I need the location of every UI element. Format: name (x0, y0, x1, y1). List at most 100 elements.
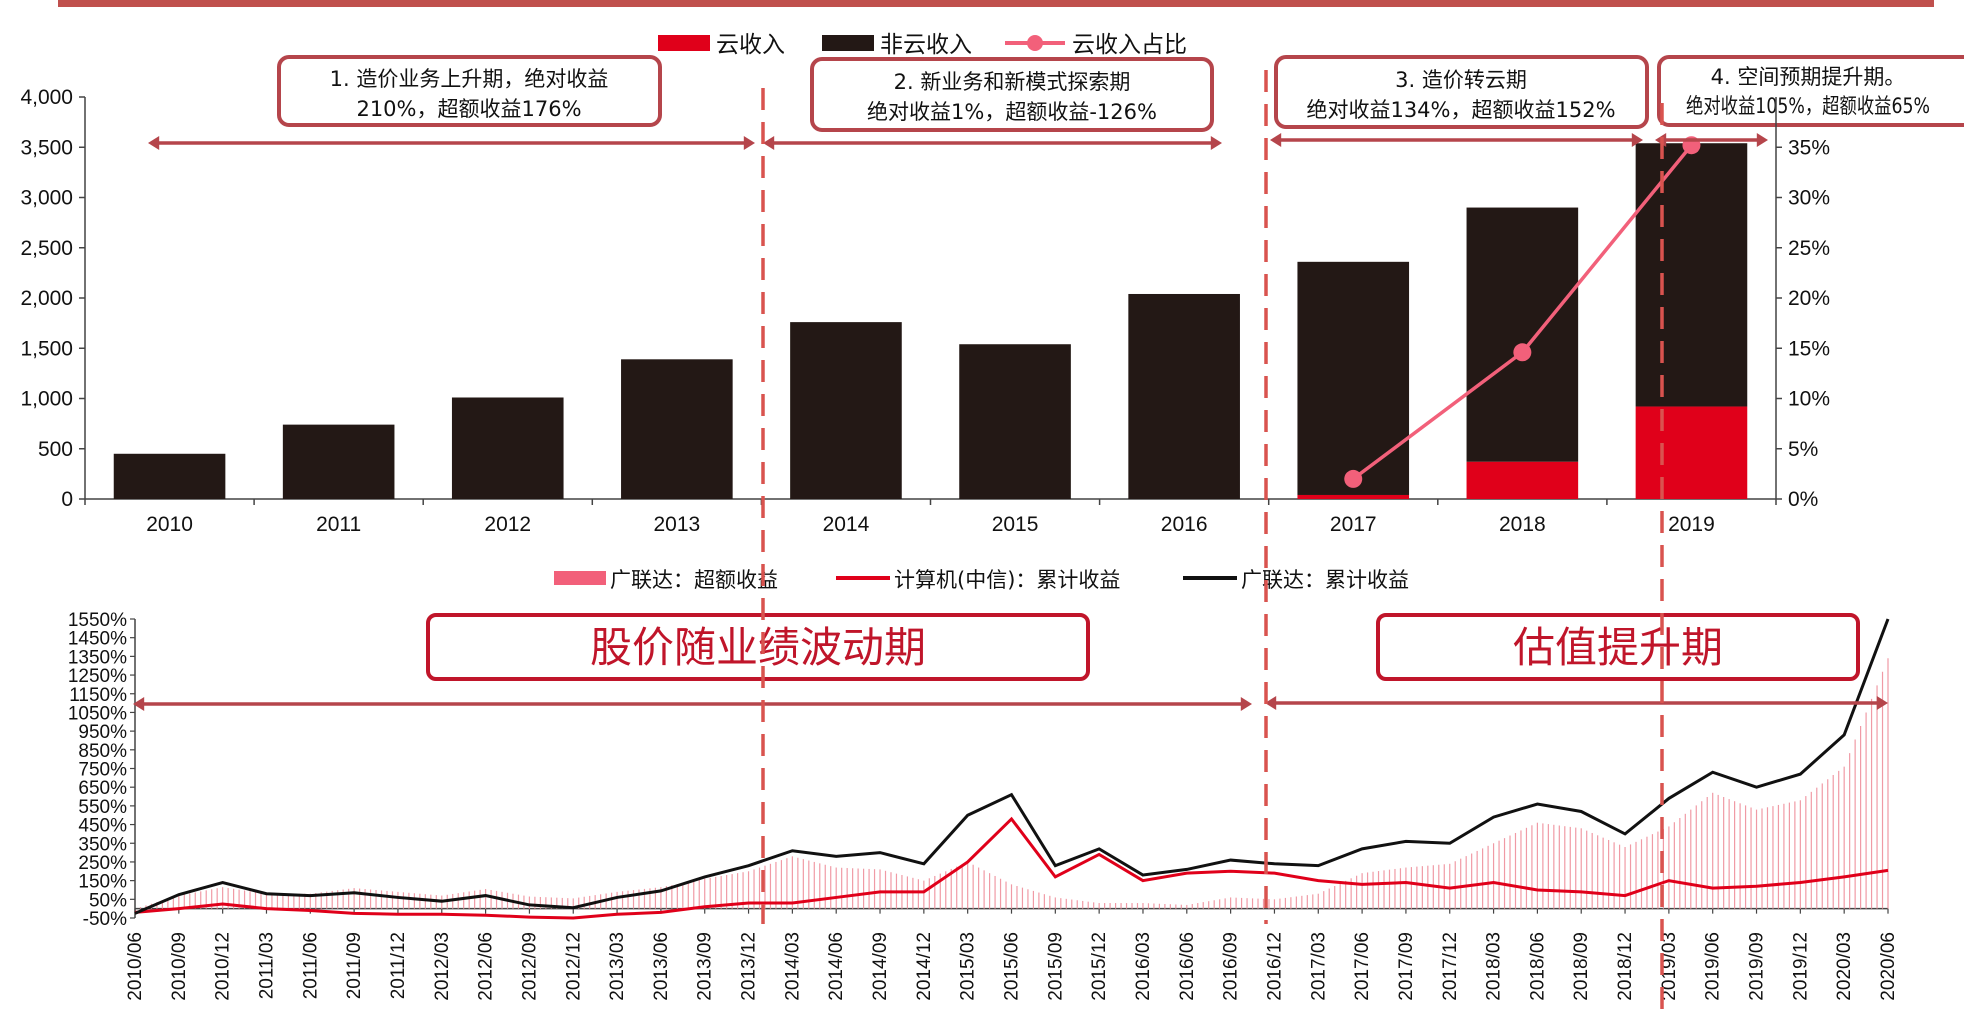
top-left-tick-label: 4,000 (20, 86, 73, 109)
bottom-x-tick-label: 2018/03 (1484, 932, 1505, 1001)
bottom-x-tick-label: 2018/06 (1527, 932, 1548, 1001)
ratio-point (1344, 469, 1363, 488)
legend-label-glodon: 广联达：累计收益 (1241, 568, 1409, 592)
bottom-arrow-2-head-left (1265, 696, 1277, 710)
bottom-x-tick-label: 2019/12 (1790, 932, 1811, 1001)
top-arrow-2-head-left (763, 136, 775, 150)
bottom-y-tick-label: 50% (89, 890, 127, 911)
top-left-tick-label: 2,000 (20, 287, 73, 310)
legend-swatch-ratio-dot (1027, 35, 1043, 51)
bottom-x-tick-label: 2020/03 (1834, 932, 1855, 1001)
bottom-legend: 广联达：超额收益 计算机(中信)：累计收益 广联达：累计收益 (554, 568, 1409, 592)
bottom-x-tick-label: 2011/09 (344, 932, 365, 999)
top-arrow-1-head-right (743, 136, 755, 150)
bottom-x-tick-label: 2014/03 (782, 932, 803, 1001)
computer-line (134, 816, 1889, 920)
phase-4-line1: 4. 空间预期提升期。 (1711, 65, 1906, 89)
bottom-y-tick-label: 750% (78, 760, 127, 781)
bottom-y-tick-label: 550% (78, 797, 127, 818)
bottom-x-tick-label: 2013/06 (651, 932, 672, 1001)
bottom-x-tick-label: 2019/06 (1703, 932, 1724, 1001)
phase-1-line2: 210%，超额收益176% (356, 97, 581, 121)
top-left-tick-label: 3,500 (20, 136, 73, 159)
bottom-x-tick-label: 2013/09 (695, 932, 716, 1001)
bottom-x-tick-label: 2019/03 (1659, 932, 1680, 1001)
phase-2-line2: 绝对收益1%，超额收益-126% (867, 100, 1157, 124)
phase-box-4 (1657, 55, 1964, 127)
legend-label-excess: 广联达：超额收益 (610, 568, 778, 592)
phase-2-line1: 2. 新业务和新模式探索期 (894, 70, 1131, 94)
top-x-tick-label: 2018 (1499, 513, 1546, 536)
bottom-x-tick-label: 2013/03 (607, 932, 628, 1001)
bottom-x-tick-label: 2018/12 (1615, 932, 1636, 1001)
bar-cloud (1297, 494, 1410, 499)
top-arrow-3-head-right (1631, 133, 1643, 147)
legend-label-cloud: 云收入 (716, 32, 785, 58)
legend-label-ratio: 云收入占比 (1072, 32, 1187, 58)
legend-label-computer: 计算机(中信)：累计收益 (894, 568, 1120, 592)
top-left-tick-label: 2,500 (20, 237, 73, 260)
phase-1-line1: 1. 造价业务上升期，绝对收益 (330, 67, 609, 91)
top-right-tick-label: 35% (1788, 136, 1830, 159)
bar-noncloud (621, 359, 733, 499)
bottom-arrow-1-head-right (1240, 697, 1252, 711)
bottom-x-tick-label: 2011/06 (300, 932, 321, 999)
top-x-tick-label: 2016 (1161, 513, 1208, 536)
top-right-tick-label: 25% (1788, 237, 1830, 260)
top-left-tick-label: 0 (61, 488, 73, 511)
bottom-x-tick-label: 2015/03 (958, 932, 979, 1001)
bottom-y-tick-label: 1550% (68, 610, 127, 631)
phase-label-valuation: 估值提升期 (1513, 623, 1723, 672)
phase-box-valuation (1376, 613, 1860, 681)
bottom-y-tick-label: 1350% (68, 647, 127, 668)
bottom-x-tick-label: 2015/12 (1089, 932, 1110, 1001)
bottom-x-tick-label: 2019/09 (1747, 932, 1768, 1001)
bottom-x-tick-label: 2018/09 (1571, 932, 1592, 1001)
bottom-x-tick-label: 2015/06 (1002, 932, 1023, 1001)
bottom-x-tick-label: 2016/09 (1221, 932, 1242, 1001)
top-right-tick-label: 20% (1788, 287, 1830, 310)
bottom-x-tick-label: 2020/06 (1878, 932, 1899, 1001)
glodon-line (134, 618, 1890, 915)
bottom-x-tick-label: 2017/09 (1396, 932, 1417, 1001)
header-bar (58, 0, 1934, 7)
bottom-x-tick-label: 2012/12 (563, 932, 584, 1001)
top-x-tick-label: 2011 (316, 513, 361, 536)
phase-separators (761, 70, 1664, 1010)
bottom-y-tick-label: 150% (78, 872, 127, 893)
bottom-x-tick-label: 2014/09 (870, 932, 891, 1001)
bottom-phase-arrows (133, 696, 1888, 711)
top-right-tick-label: 15% (1788, 337, 1830, 360)
bottom-y-tick-label: 650% (78, 778, 127, 799)
bar-noncloud (1128, 293, 1240, 499)
bottom-x-tick-label: 2010/12 (213, 932, 234, 1001)
bottom-x-tick-label: 2017/12 (1440, 932, 1461, 1001)
phase-box-3 (1274, 55, 1649, 129)
phase-4-line2: 绝对收益105%，超额收益65% (1686, 94, 1930, 118)
bottom-y-tick-label: 1250% (68, 666, 127, 687)
bottom-y-tick-label: 450% (78, 816, 127, 837)
phase-box-fluctuation (426, 613, 1090, 681)
bottom-y-tick-label: 1050% (68, 703, 127, 724)
bottom-x-tick-label: 2011/03 (256, 932, 277, 999)
top-x-tick-label: 2015 (992, 513, 1039, 536)
bottom-x-tick-label: 2016/03 (1133, 932, 1154, 1001)
top-left-tick-label: 3,000 (20, 187, 73, 210)
legend-swatch-cloud (658, 35, 710, 51)
bottom-x-tick-label: 2012/03 (432, 932, 453, 1001)
bar-cloud (1466, 461, 1579, 499)
top-arrow-3-head-left (1270, 133, 1282, 147)
top-x-tick-label: 2014 (823, 513, 870, 536)
bottom-x-tick-label: 2017/06 (1352, 932, 1373, 1001)
top-x-tick-label: 2019 (1668, 513, 1715, 536)
bottom-x-tick-label: 2015/09 (1045, 932, 1066, 1001)
bottom-x-tick-label: 2011/12 (388, 932, 409, 999)
bottom-arrow-2-head-right (1876, 696, 1888, 710)
top-legend: 云收入 非云收入 云收入占比 (658, 32, 1187, 58)
bottom-y-tick-label: 1450% (68, 629, 127, 650)
bottom-x-tick-label: 2014/06 (826, 932, 847, 1001)
top-x-tick-label: 2012 (484, 513, 531, 536)
phase-3-line2: 绝对收益134%，超额收益152% (1306, 98, 1615, 122)
